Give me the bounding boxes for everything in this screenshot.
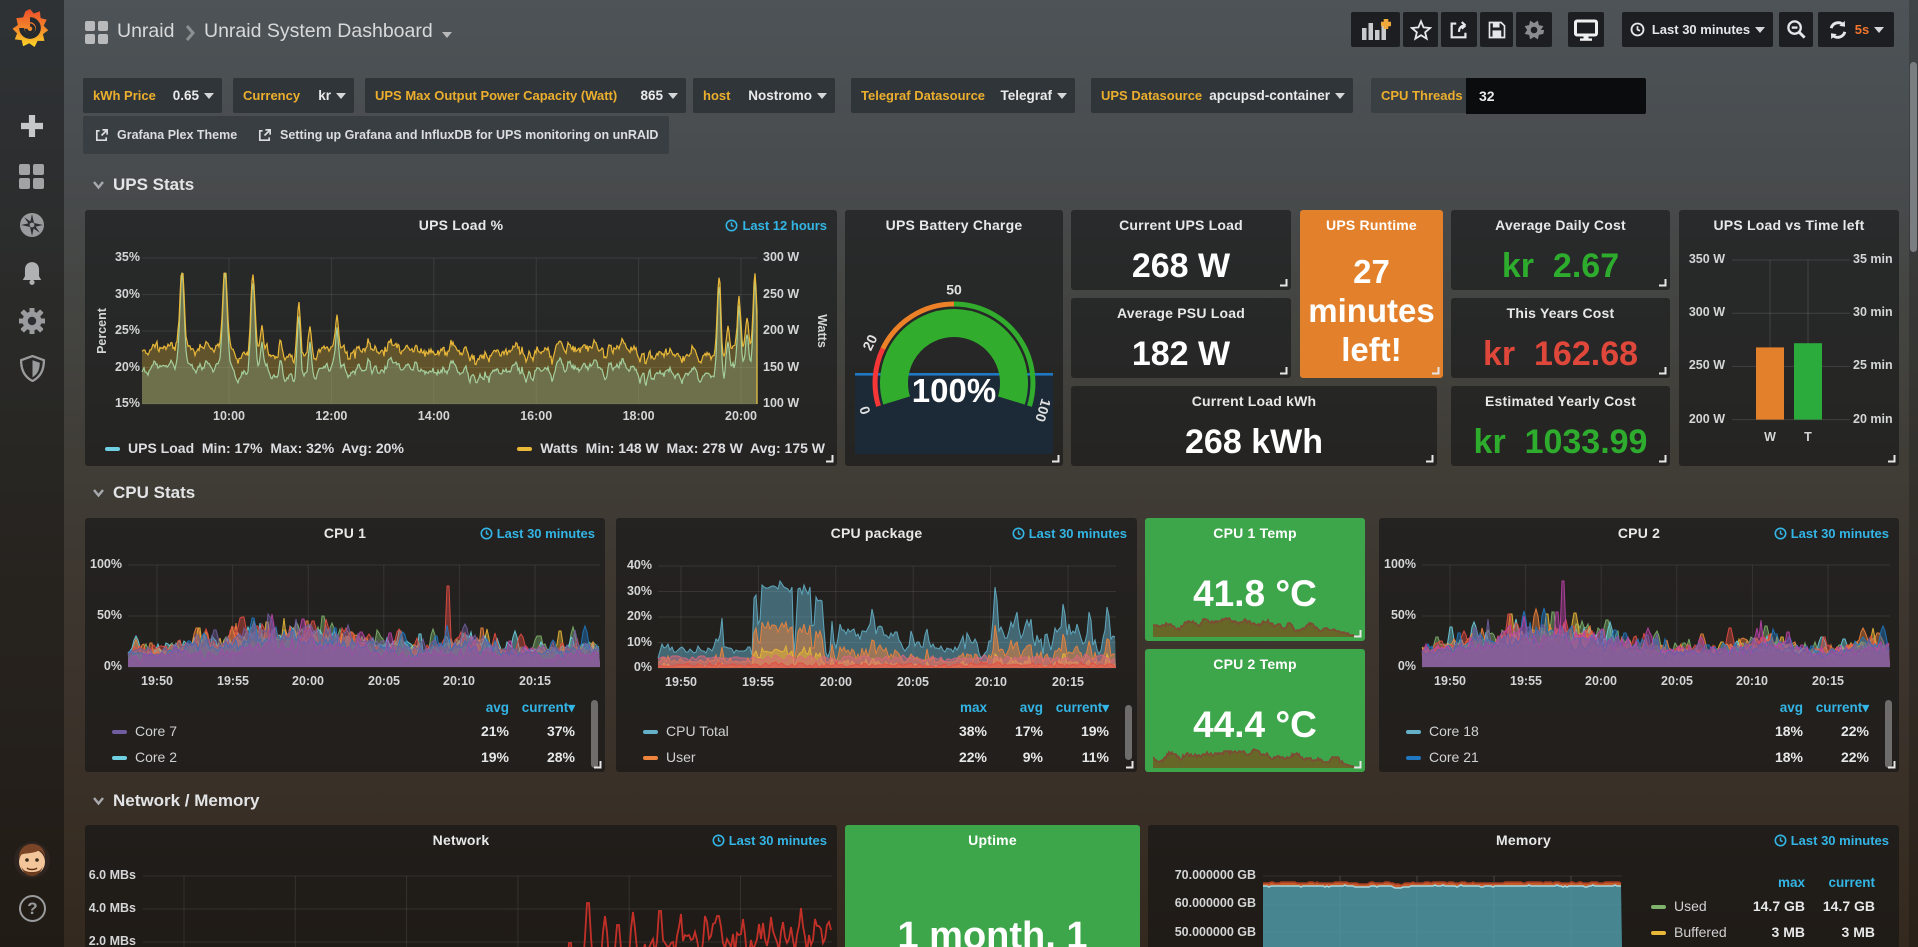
svg-text:50: 50 [946, 282, 962, 298]
svg-text:Percent: Percent [95, 307, 109, 354]
svg-text:20: 20 [859, 332, 880, 353]
svg-text:100: 100 [1032, 397, 1054, 424]
svg-text:Watts: Watts [815, 314, 829, 348]
